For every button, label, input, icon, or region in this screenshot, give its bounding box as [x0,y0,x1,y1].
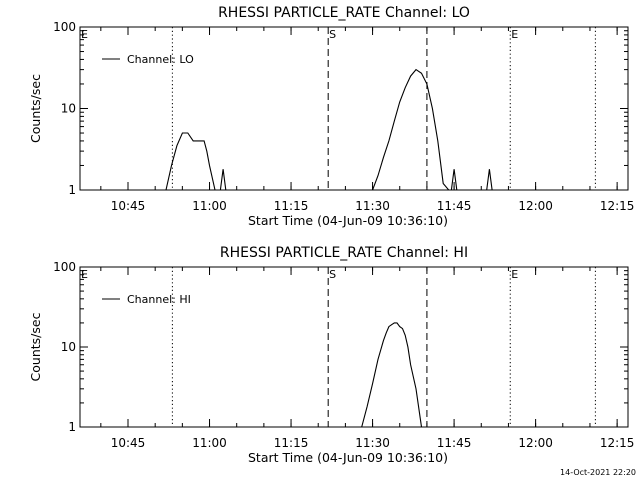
x-tick-label: 11:15 [274,436,309,450]
chart-title-hi: RHESSI PARTICLE_RATE Channel: HI [220,245,468,261]
plot-frame-hi [79,266,629,428]
x-tick-label: 12:15 [600,436,635,450]
y-tick-label: 100 [53,260,76,274]
x-tick-label: 11:45 [437,436,472,450]
x-tick-label: 11:30 [355,199,390,213]
event-marker-label: E [511,268,518,281]
chart-title-lo: RHESSI PARTICLE_RATE Channel: LO [218,5,470,21]
x-tick-label: 10:45 [111,199,146,213]
series-line-lo [163,68,503,191]
corner-marker-label: E [81,28,88,41]
legend-label-lo: Channel: LO [127,53,194,66]
x-tick-label: 11:00 [192,436,227,450]
y-tick-label: 1 [68,420,76,434]
plot-frame-lo [79,26,629,191]
y-axis-label-hi: Counts/sec [28,312,43,381]
x-tick-label: 11:30 [355,436,390,450]
corner-marker-label: E [81,268,88,281]
event-marker-label: S [329,28,336,41]
series-line-hi [361,322,423,428]
y-tick-label: 1 [68,183,76,197]
chart-panel-hi: RHESSI PARTICLE_RATE Channel: HI 10:45 11:… [28,245,634,465]
chart-panel-lo: RHESSI PARTICLE_RATE Channel: LO 10:45 11:… [28,5,634,228]
event-marker-label: E [511,28,518,41]
x-tick-label: 11:45 [437,199,472,213]
y-axis-label-lo: Counts/sec [28,74,43,143]
y-tick-label: 10 [61,340,76,354]
legend-label-hi: Channel: HI [127,293,191,306]
x-tick-label: 11:00 [192,199,227,213]
y-tick-label: 10 [61,102,76,116]
x-tick-label: 12:00 [518,199,553,213]
x-axis-label-lo: Start Time (04-Jun-09 10:36:10) [248,213,448,228]
x-tick-label: 11:15 [274,199,309,213]
x-tick-label: 10:45 [111,436,146,450]
x-tick-label: 12:15 [600,199,635,213]
x-axis-label-hi: Start Time (04-Jun-09 10:36:10) [248,450,448,465]
event-marker-label: S [329,268,336,281]
footer-timestamp: 14-Oct-2021 22:20 [560,468,636,477]
x-tick-label: 12:00 [518,436,553,450]
y-tick-label: 100 [53,20,76,34]
